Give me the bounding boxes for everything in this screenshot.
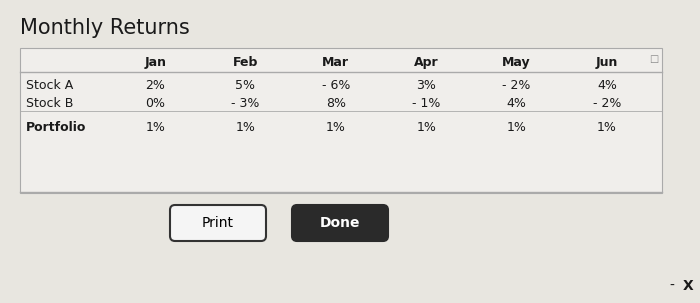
Text: Jan: Jan: [144, 56, 166, 69]
FancyBboxPatch shape: [292, 205, 388, 241]
Text: 2%: 2%: [145, 79, 165, 92]
Text: 8%: 8%: [326, 97, 346, 110]
Text: - 6%: - 6%: [321, 79, 350, 92]
Text: Jun: Jun: [596, 56, 618, 69]
Text: 1%: 1%: [326, 121, 346, 134]
Text: Monthly Returns: Monthly Returns: [20, 18, 190, 38]
Text: 1%: 1%: [597, 121, 617, 134]
Text: Apr: Apr: [414, 56, 438, 69]
Text: 5%: 5%: [235, 79, 256, 92]
Text: Portfolio: Portfolio: [26, 121, 86, 134]
Text: 3%: 3%: [416, 79, 436, 92]
Text: □: □: [649, 54, 658, 64]
Text: 1%: 1%: [416, 121, 436, 134]
Text: Print: Print: [202, 216, 234, 230]
Text: 1%: 1%: [236, 121, 256, 134]
Text: 1%: 1%: [145, 121, 165, 134]
Text: - 2%: - 2%: [593, 97, 621, 110]
Bar: [20, 48, 662, 193]
Text: Stock A: Stock A: [26, 79, 74, 92]
Text: Stock B: Stock B: [26, 97, 74, 110]
Text: 0%: 0%: [145, 97, 165, 110]
Text: - 2%: - 2%: [503, 79, 531, 92]
Text: 4%: 4%: [597, 79, 617, 92]
Text: - 3%: - 3%: [231, 97, 260, 110]
Text: 4%: 4%: [507, 97, 526, 110]
Text: May: May: [502, 56, 531, 69]
FancyBboxPatch shape: [170, 205, 266, 241]
Text: - 1%: - 1%: [412, 97, 440, 110]
Text: X: X: [682, 279, 694, 293]
Text: Done: Done: [320, 216, 360, 230]
Text: Mar: Mar: [322, 56, 349, 69]
Text: -: -: [670, 279, 674, 293]
Text: 1%: 1%: [507, 121, 526, 134]
Text: Feb: Feb: [233, 56, 258, 69]
